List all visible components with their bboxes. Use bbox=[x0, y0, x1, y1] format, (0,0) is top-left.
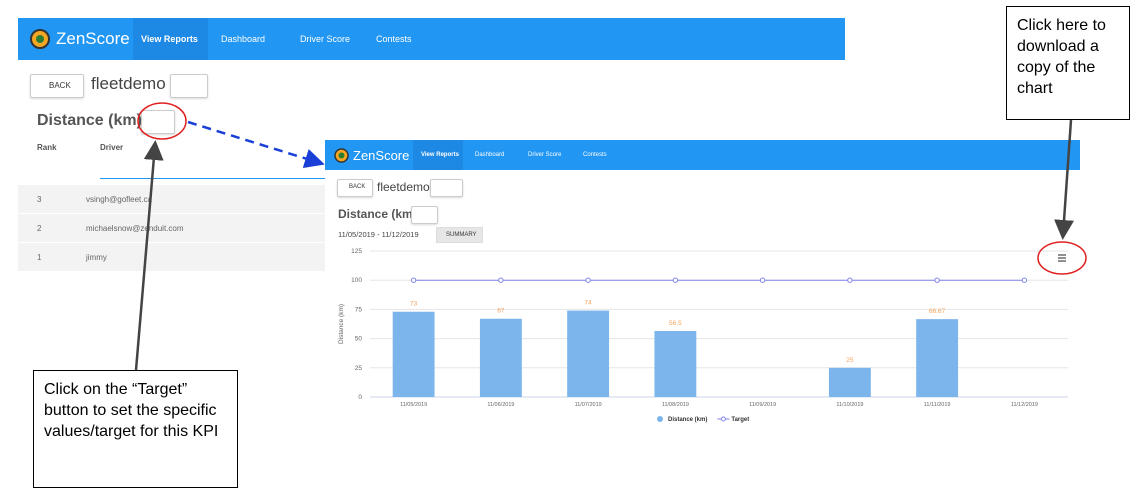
bar bbox=[828, 367, 871, 397]
table-row bbox=[18, 185, 325, 213]
y-tick-label: 50 bbox=[355, 336, 363, 343]
date-range: 11/05/2019 - 11/12/2019 bbox=[338, 230, 419, 239]
x-tick-label: 11/05/2019 bbox=[400, 402, 427, 408]
data-label: 73 bbox=[410, 301, 418, 308]
data-label: 74 bbox=[585, 300, 593, 307]
active-tab[interactable] bbox=[413, 140, 463, 170]
x-tick-label: 11/07/2019 bbox=[575, 402, 602, 408]
driver: michaelsnow@zenduit.com bbox=[86, 224, 184, 233]
y-tick-label: 125 bbox=[351, 248, 362, 255]
bar bbox=[479, 318, 522, 397]
summary-button[interactable]: SUMMARY bbox=[436, 227, 483, 243]
column-header: Driver bbox=[100, 143, 124, 152]
logo-icon bbox=[30, 29, 50, 49]
bar bbox=[567, 310, 610, 397]
group-button[interactable] bbox=[430, 179, 463, 197]
x-tick-label: 11/10/2019 bbox=[836, 402, 863, 408]
y-tick-label: 0 bbox=[358, 394, 362, 401]
x-tick-label: 11/09/2019 bbox=[749, 402, 776, 408]
logo-text: ZenScore bbox=[353, 148, 410, 163]
legend-label: Distance (km) bbox=[668, 417, 707, 423]
bar bbox=[916, 319, 959, 397]
nav-item[interactable]: Driver Score bbox=[300, 34, 351, 44]
group-name: fleetdemo bbox=[377, 180, 430, 194]
bar bbox=[392, 311, 435, 397]
nav-item[interactable]: Contests bbox=[376, 34, 412, 44]
logo-icon bbox=[334, 148, 349, 163]
y-axis-title: Distance (km) bbox=[338, 304, 345, 344]
back-button[interactable]: BACK bbox=[30, 74, 84, 98]
rank: 2 bbox=[37, 224, 42, 233]
active-tab[interactable] bbox=[133, 18, 208, 60]
nav-item[interactable]: Driver Score bbox=[528, 152, 562, 158]
driver: jimmy bbox=[86, 253, 107, 262]
nav-item[interactable]: View Reports bbox=[141, 34, 198, 44]
menu-icon[interactable] bbox=[1058, 254, 1066, 262]
nav-item[interactable]: Dashboard bbox=[475, 152, 505, 158]
driver: vsingh@gofleet.ca bbox=[86, 195, 152, 204]
target-point bbox=[672, 277, 679, 283]
target-point bbox=[585, 277, 591, 283]
target-point bbox=[759, 277, 766, 283]
callout: Click here to download a copy of the cha… bbox=[1006, 6, 1130, 120]
y-tick-label: 100 bbox=[351, 277, 362, 284]
logo-text: ZenScore bbox=[56, 29, 130, 48]
x-tick-label: 11/06/2019 bbox=[487, 402, 514, 408]
summary-label: SUMMARY bbox=[446, 232, 477, 238]
rank: 1 bbox=[37, 253, 42, 262]
navbar: ZenScore View Reports Dashboard Driver S… bbox=[18, 18, 845, 60]
x-tick-label: 11/12/2019 bbox=[1011, 402, 1038, 408]
data-label: 56.5 bbox=[669, 320, 682, 327]
back-button[interactable]: BACK bbox=[337, 179, 373, 197]
legend-label: Target bbox=[731, 417, 749, 423]
rank: 3 bbox=[37, 195, 42, 204]
legend-marker bbox=[720, 416, 726, 422]
y-tick-label: 25 bbox=[355, 365, 363, 372]
search-underline bbox=[100, 178, 325, 179]
target-button[interactable] bbox=[411, 206, 438, 224]
target-point bbox=[934, 277, 940, 283]
table-row bbox=[18, 243, 325, 271]
back-label: BACK bbox=[49, 81, 71, 90]
nav-item[interactable]: Contests bbox=[583, 152, 607, 158]
target-point bbox=[1021, 277, 1028, 283]
group-button[interactable] bbox=[170, 74, 208, 98]
group-name: fleetdemo bbox=[91, 74, 166, 93]
nav-item[interactable]: View Reports bbox=[421, 152, 459, 158]
table-row bbox=[18, 214, 325, 242]
callout: Click on the “Target” button to set the … bbox=[33, 370, 238, 488]
navbar: ZenScore View Reports Dashboard Driver S… bbox=[325, 140, 1080, 170]
y-tick-label: 75 bbox=[355, 306, 363, 313]
x-tick-label: 11/11/2019 bbox=[924, 402, 951, 408]
bar bbox=[654, 331, 697, 397]
target-point bbox=[847, 277, 853, 283]
back-label: BACK bbox=[349, 184, 366, 190]
column-header: Rank bbox=[37, 143, 57, 152]
report-title: Distance (km) bbox=[338, 207, 417, 221]
report-title: Distance (km) bbox=[37, 112, 142, 129]
x-tick-label: 11/08/2019 bbox=[662, 402, 689, 408]
data-label: 66.67 bbox=[929, 308, 946, 315]
legend-marker bbox=[657, 416, 663, 422]
data-label: 67 bbox=[497, 308, 505, 315]
nav-item[interactable]: Dashboard bbox=[221, 34, 266, 44]
target-point bbox=[410, 277, 417, 283]
data-label: 25 bbox=[846, 357, 854, 364]
target-point bbox=[498, 277, 504, 283]
